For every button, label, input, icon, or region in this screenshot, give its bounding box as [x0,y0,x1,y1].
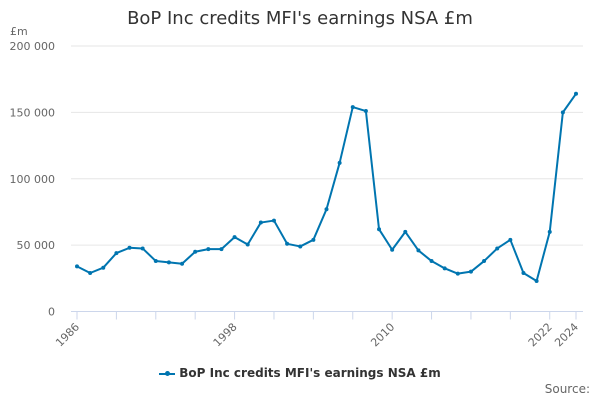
data-point[interactable] [442,266,447,271]
data-point[interactable] [140,246,145,251]
data-point[interactable] [403,229,408,234]
y-tick-label: 150 000 [10,106,56,119]
data-point[interactable] [534,278,539,283]
data-point[interactable] [508,237,513,242]
data-point[interactable] [350,105,355,110]
y-tick-label: 0 [48,306,55,319]
data-point[interactable] [206,247,211,252]
data-point[interactable] [521,271,526,276]
data-point[interactable] [153,259,158,264]
data-point[interactable] [363,109,368,114]
data-point[interactable] [298,244,303,249]
data-point[interactable] [560,110,565,115]
data-point[interactable] [377,227,382,232]
y-axis-unit: £m [10,25,28,38]
data-point[interactable] [180,261,185,266]
data-series [75,91,578,283]
y-tick-label: 50 000 [17,239,56,252]
gridlines [71,45,583,246]
data-point[interactable] [337,160,342,165]
data-point[interactable] [429,259,434,264]
x-tick-label: 2010 [368,320,397,349]
source-label: Source: [544,382,590,396]
legend-label: BoP Inc credits MFI's earnings NSA £m [179,366,441,380]
legend-item[interactable]: BoP Inc credits MFI's earnings NSA £m [0,366,600,380]
data-point[interactable] [495,246,500,251]
data-point[interactable] [455,271,460,276]
data-point[interactable] [101,265,106,270]
data-point[interactable] [75,264,79,269]
data-point[interactable] [114,251,119,256]
series-line [76,93,577,282]
data-point[interactable] [166,260,171,265]
data-point[interactable] [324,207,329,212]
chart-title: BoP Inc credits MFI's earnings NSA £m [127,8,473,29]
x-tick-label: 1986 [53,320,82,349]
data-point[interactable] [416,248,421,253]
data-point[interactable] [88,271,93,276]
x-tick-label: 2022 [526,320,555,349]
data-point[interactable] [271,218,276,223]
x-tick-label: 2024 [552,320,581,349]
y-tick-label: 200 000 [10,40,56,53]
data-point[interactable] [219,247,224,252]
legend-line-icon [159,371,176,376]
data-point[interactable] [285,241,290,246]
data-point[interactable] [390,247,395,252]
x-tick-label: 1998 [211,320,240,349]
data-point[interactable] [258,220,263,225]
data-point[interactable] [245,242,250,247]
data-point[interactable] [127,245,132,250]
data-point[interactable] [482,259,487,264]
y-axis-ticks: 0 50 000 100 000 150 000 200 000 [10,40,56,319]
data-point[interactable] [468,269,473,274]
data-point[interactable] [547,229,552,234]
data-point[interactable] [574,91,578,96]
data-point[interactable] [311,237,316,242]
data-point[interactable] [232,235,237,240]
y-tick-label: 100 000 [10,173,56,186]
data-point[interactable] [193,249,198,254]
